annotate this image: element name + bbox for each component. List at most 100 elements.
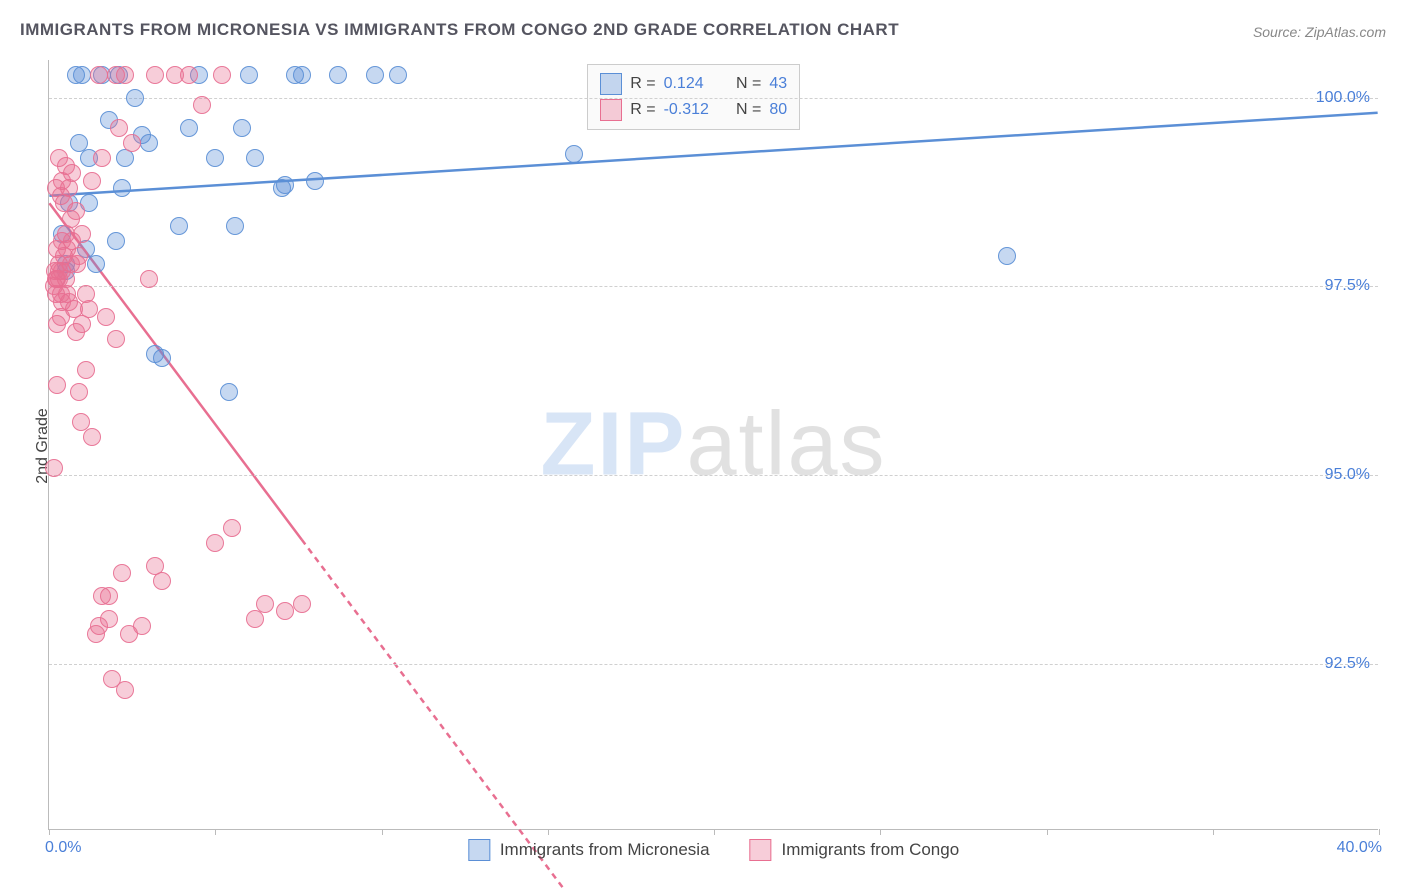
data-point-congo bbox=[133, 617, 151, 635]
data-point-micronesia bbox=[389, 66, 407, 84]
data-point-congo bbox=[193, 96, 211, 114]
data-point-micronesia bbox=[170, 217, 188, 235]
source-label: Source: bbox=[1253, 24, 1305, 40]
scatter-plot-area: ZIPatlas R = 0.124 N = 43R = -0.312 N = … bbox=[48, 60, 1378, 830]
data-point-congo bbox=[223, 519, 241, 537]
data-point-congo bbox=[123, 134, 141, 152]
data-point-micronesia bbox=[107, 232, 125, 250]
bottom-legend-label: Immigrants from Micronesia bbox=[500, 840, 710, 860]
data-point-congo bbox=[206, 534, 224, 552]
data-point-congo bbox=[100, 587, 118, 605]
data-point-micronesia bbox=[140, 134, 158, 152]
data-point-micronesia bbox=[306, 172, 324, 190]
gridline bbox=[49, 286, 1378, 287]
data-point-micronesia bbox=[73, 66, 91, 84]
data-point-congo bbox=[256, 595, 274, 613]
gridline bbox=[49, 664, 1378, 665]
data-point-congo bbox=[293, 595, 311, 613]
data-point-micronesia bbox=[565, 145, 583, 163]
legend-swatch-congo bbox=[600, 99, 622, 121]
data-point-congo bbox=[70, 247, 88, 265]
data-point-micronesia bbox=[329, 66, 347, 84]
data-point-micronesia bbox=[220, 383, 238, 401]
bottom-legend-swatch-congo bbox=[750, 839, 772, 861]
gridline bbox=[49, 475, 1378, 476]
data-point-congo bbox=[45, 459, 63, 477]
data-point-congo bbox=[63, 164, 81, 182]
data-point-micronesia bbox=[998, 247, 1016, 265]
legend-r-value: 0.124 bbox=[664, 71, 724, 97]
y-tick-label: 95.0% bbox=[1325, 466, 1370, 484]
legend-n-label: N = bbox=[732, 71, 762, 97]
data-point-congo bbox=[100, 610, 118, 628]
data-point-congo bbox=[276, 602, 294, 620]
x-tick bbox=[714, 829, 715, 835]
trend-line-congo bbox=[302, 540, 564, 890]
data-point-micronesia bbox=[226, 217, 244, 235]
legend-swatch-micronesia bbox=[600, 73, 622, 95]
bottom-legend-item-congo: Immigrants from Congo bbox=[750, 839, 960, 861]
y-tick-label: 97.5% bbox=[1325, 277, 1370, 295]
gridline bbox=[49, 98, 1378, 99]
data-point-congo bbox=[146, 66, 164, 84]
legend-n-label: N = bbox=[732, 97, 762, 123]
data-point-micronesia bbox=[126, 89, 144, 107]
data-point-micronesia bbox=[366, 66, 384, 84]
x-tick bbox=[548, 829, 549, 835]
data-point-micronesia bbox=[246, 149, 264, 167]
data-point-congo bbox=[97, 308, 115, 326]
x-tick bbox=[1213, 829, 1214, 835]
x-tick bbox=[49, 829, 50, 835]
data-point-congo bbox=[77, 361, 95, 379]
data-point-congo bbox=[60, 179, 78, 197]
data-point-micronesia bbox=[240, 66, 258, 84]
y-tick-label: 92.5% bbox=[1325, 655, 1370, 673]
data-point-micronesia bbox=[153, 349, 171, 367]
data-point-micronesia bbox=[180, 119, 198, 137]
legend-r-label: R = bbox=[630, 71, 655, 97]
trend-lines-layer bbox=[49, 60, 1378, 829]
data-point-micronesia bbox=[233, 119, 251, 137]
legend-row-micronesia: R = 0.124 N = 43 bbox=[600, 71, 787, 97]
data-point-congo bbox=[146, 557, 164, 575]
data-point-congo bbox=[93, 149, 111, 167]
bottom-legend-swatch-micronesia bbox=[468, 839, 490, 861]
watermark: ZIPatlas bbox=[540, 393, 886, 496]
data-point-congo bbox=[246, 610, 264, 628]
x-axis-min-label: 0.0% bbox=[45, 839, 81, 857]
x-tick bbox=[1047, 829, 1048, 835]
chart-title: IMMIGRANTS FROM MICRONESIA VS IMMIGRANTS… bbox=[20, 20, 899, 40]
data-point-congo bbox=[67, 202, 85, 220]
bottom-legend-item-micronesia: Immigrants from Micronesia bbox=[468, 839, 710, 861]
data-point-congo bbox=[48, 376, 66, 394]
y-tick-label: 100.0% bbox=[1316, 89, 1370, 107]
data-point-congo bbox=[180, 66, 198, 84]
legend-n-value: 80 bbox=[769, 97, 787, 123]
data-point-congo bbox=[80, 300, 98, 318]
data-point-micronesia bbox=[293, 66, 311, 84]
data-point-congo bbox=[116, 66, 134, 84]
data-point-congo bbox=[70, 383, 88, 401]
data-point-congo bbox=[90, 66, 108, 84]
legend-n-value: 43 bbox=[769, 71, 787, 97]
series-legend: Immigrants from Micronesia Immigrants fro… bbox=[468, 839, 959, 861]
data-point-micronesia bbox=[113, 179, 131, 197]
data-point-congo bbox=[116, 681, 134, 699]
data-point-congo bbox=[107, 330, 125, 348]
data-point-congo bbox=[140, 270, 158, 288]
x-tick bbox=[215, 829, 216, 835]
legend-row-congo: R = -0.312 N = 80 bbox=[600, 97, 787, 123]
data-point-micronesia bbox=[276, 176, 294, 194]
data-point-congo bbox=[73, 225, 91, 243]
data-point-congo bbox=[83, 428, 101, 446]
x-tick bbox=[382, 829, 383, 835]
source-attribution: Source: ZipAtlas.com bbox=[1253, 24, 1386, 40]
data-point-congo bbox=[113, 564, 131, 582]
watermark-zip: ZIP bbox=[540, 394, 686, 494]
x-tick bbox=[1379, 829, 1380, 835]
source-name: ZipAtlas.com bbox=[1305, 24, 1386, 40]
data-point-congo bbox=[110, 119, 128, 137]
bottom-legend-label: Immigrants from Congo bbox=[782, 840, 960, 860]
data-point-micronesia bbox=[87, 255, 105, 273]
x-tick bbox=[880, 829, 881, 835]
